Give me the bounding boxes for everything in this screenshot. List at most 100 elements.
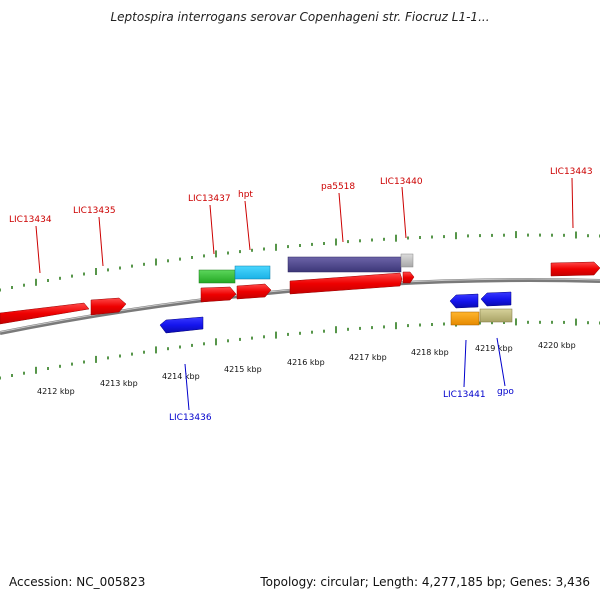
minor-tick [191, 343, 193, 347]
minor-tick [203, 342, 205, 346]
minor-tick [371, 238, 373, 242]
gene-arrow-reverse[interactable] [480, 291, 512, 307]
minor-tick [47, 367, 49, 370]
feature-bar-cyan[interactable] [234, 265, 271, 280]
minor-tick [179, 257, 181, 261]
gene-label-forward[interactable]: LIC13435 [73, 206, 116, 216]
minor-tick [287, 332, 289, 336]
minor-tick [359, 326, 361, 330]
gene-arrow-reverse[interactable] [449, 293, 479, 309]
minor-tick [119, 266, 121, 270]
gene-label-forward[interactable]: LIC13440 [380, 177, 423, 187]
feature-bar-purple[interactable] [287, 256, 402, 273]
minor-tick [347, 327, 349, 331]
major-tick [395, 322, 397, 330]
minor-tick [563, 233, 565, 237]
gene-arrow-forward[interactable] [289, 272, 403, 295]
label-connector [571, 177, 574, 229]
minor-tick [227, 251, 229, 255]
minor-tick [539, 233, 541, 237]
major-tick [215, 250, 217, 258]
feature-bar-grey[interactable] [400, 253, 414, 268]
minor-tick [467, 234, 469, 238]
feature-bar-khaki[interactable] [479, 308, 513, 323]
minor-tick [59, 364, 61, 368]
major-tick [335, 238, 337, 246]
genome-summary-text: Topology: circular; Length: 4,277,185 bp… [260, 575, 590, 589]
minor-tick [0, 376, 1, 380]
minor-tick [419, 323, 421, 327]
major-tick [515, 231, 517, 239]
minor-tick [227, 339, 229, 343]
label-connector [463, 339, 467, 388]
gene-label-forward[interactable]: LIC13443 [550, 167, 593, 177]
gene-arrow-reverse[interactable] [159, 316, 204, 334]
gene-label-reverse[interactable]: LIC13436 [169, 413, 212, 423]
minor-tick [311, 242, 313, 246]
label-connector [98, 216, 104, 267]
feature-bar-orange[interactable] [450, 311, 480, 326]
minor-tick [431, 235, 433, 239]
gene-arrow-forward[interactable] [200, 286, 237, 303]
gene-label-forward[interactable]: pa5518 [321, 182, 355, 192]
gene-label-forward[interactable]: LIC13437 [188, 194, 231, 204]
major-tick [95, 268, 97, 275]
major-tick [335, 326, 337, 334]
minor-tick [443, 322, 445, 326]
major-tick [155, 346, 157, 354]
minor-tick [191, 256, 193, 259]
minor-tick [443, 235, 445, 239]
minor-tick [587, 234, 589, 238]
major-tick [95, 355, 97, 363]
gene-arrow-forward[interactable] [90, 297, 127, 316]
minor-tick [167, 259, 169, 263]
gene-label-forward[interactable]: hpt [238, 190, 253, 200]
minor-tick [587, 321, 589, 325]
minor-tick [71, 274, 73, 278]
gene-arrow-forward[interactable] [236, 283, 272, 300]
gene-label-forward[interactable]: LIC13434 [9, 215, 52, 225]
minor-tick [131, 352, 133, 356]
major-tick [575, 318, 577, 326]
feature-bar-green[interactable] [198, 269, 236, 284]
kbp-label: 4220 kbp [538, 341, 576, 350]
minor-tick [143, 350, 145, 354]
minor-tick [299, 331, 301, 335]
minor-tick [479, 321, 481, 325]
minor-tick [143, 262, 145, 266]
minor-tick [323, 329, 325, 333]
minor-tick [551, 320, 553, 324]
minor-tick [71, 362, 73, 366]
minor-tick [563, 320, 565, 324]
minor-tick [419, 236, 421, 239]
kbp-label: 4214 kbp [162, 372, 200, 381]
genome-title: Leptospira interrogans serovar Copenhage… [110, 10, 490, 24]
major-tick [275, 331, 277, 339]
minor-tick [47, 279, 49, 282]
minor-tick [167, 347, 169, 351]
gene-label-reverse[interactable]: gpo [497, 387, 514, 397]
gene-arrow-forward[interactable] [402, 271, 415, 284]
minor-tick [131, 264, 133, 268]
gene-arrow-forward[interactable] [550, 261, 600, 277]
minor-tick [0, 288, 1, 292]
minor-tick [431, 323, 433, 326]
kbp-label: 4213 kbp [100, 379, 138, 388]
gene-label-reverse[interactable]: LIC13441 [443, 390, 486, 400]
minor-tick [371, 326, 373, 330]
gene-arrow-forward[interactable] [0, 302, 90, 325]
label-connector [35, 225, 41, 274]
major-tick [275, 243, 277, 251]
minor-tick [107, 356, 109, 360]
minor-tick [503, 321, 505, 324]
kbp-label: 4217 kbp [349, 353, 387, 362]
label-connector [244, 200, 251, 251]
minor-tick [59, 276, 61, 280]
minor-tick [251, 336, 253, 340]
minor-tick [107, 268, 109, 272]
forward-tick-track [0, 231, 600, 292]
minor-tick [119, 354, 121, 358]
kbp-label: 4212 kbp [37, 387, 75, 396]
minor-tick [491, 233, 493, 237]
